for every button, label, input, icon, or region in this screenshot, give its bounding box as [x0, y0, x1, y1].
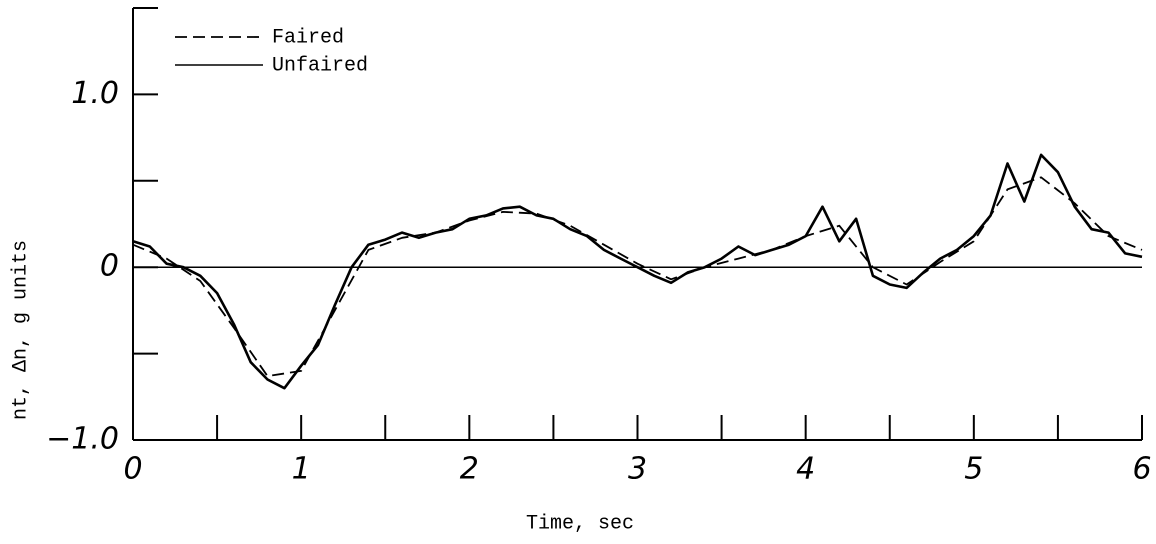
y-tick-label: −1.0 [46, 422, 119, 457]
x-tick-label: 0 [123, 452, 142, 487]
x-axis-label: Time, sec [526, 512, 634, 535]
x-tick-label: 2 [460, 452, 479, 487]
y-tick-label: 1.0 [71, 76, 119, 111]
y-tick-label: 0 [100, 249, 119, 284]
x-tick-label: 3 [628, 452, 647, 487]
x-tick-label: 4 [796, 452, 815, 487]
series-line [132, 153, 1143, 390]
x-tick-label: 1 [292, 452, 311, 487]
legend-label: Faired [272, 26, 344, 49]
legend-label: Unfaired [272, 54, 368, 77]
series-line [132, 176, 1143, 377]
x-tick-label: 6 [1132, 452, 1151, 487]
x-tick-label: 5 [964, 452, 983, 487]
y-axis-label: nt, Δn, g units [9, 240, 32, 420]
